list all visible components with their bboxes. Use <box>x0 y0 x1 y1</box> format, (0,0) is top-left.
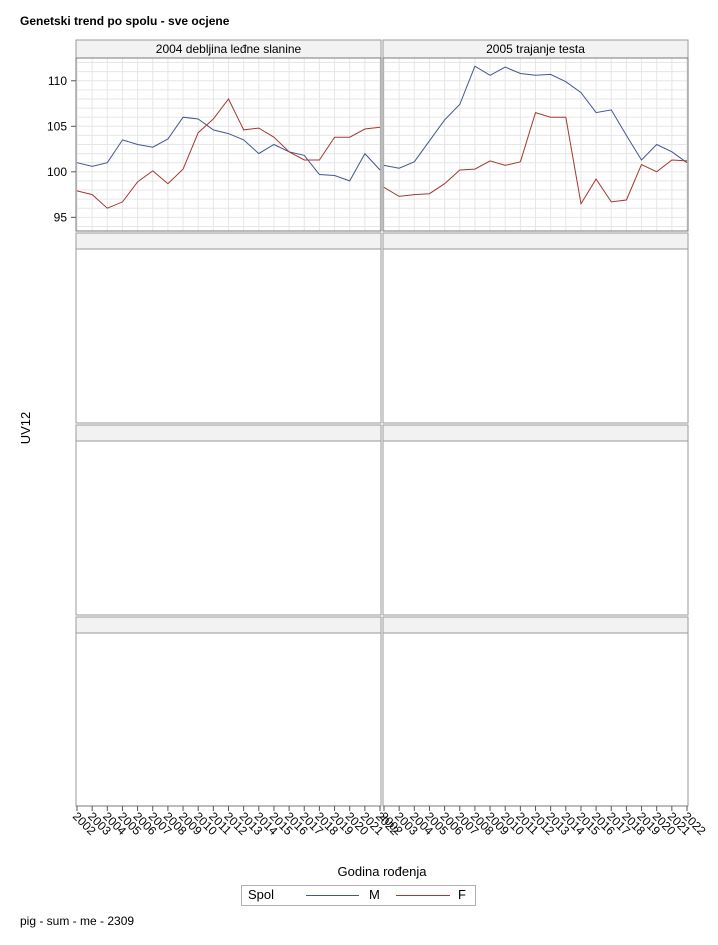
panel-header <box>382 232 689 250</box>
legend-label-f: F <box>458 887 466 902</box>
panel-header <box>382 616 689 634</box>
legend-label-m: M <box>369 887 380 902</box>
legend-swatch-m <box>306 895 359 896</box>
panel-header <box>75 616 382 634</box>
series-line-f <box>76 98 381 209</box>
y-tick-label: 110 <box>48 74 67 88</box>
footnote: pig - sum - me - 2309 <box>20 914 135 928</box>
panel-label: 2005 trajanje testa <box>486 42 585 56</box>
panel-header <box>75 232 382 250</box>
empty-panel <box>382 632 689 807</box>
empty-panel <box>382 248 689 424</box>
series-line-f <box>383 111 688 206</box>
panel-header <box>75 424 382 442</box>
empty-panel <box>75 632 382 807</box>
chart-title: Genetski trend po spolu - sve ocjene <box>20 14 230 28</box>
y-tick-label: 95 <box>54 210 68 224</box>
y-tick-label: 105 <box>47 119 67 133</box>
series-line-m <box>383 65 688 169</box>
plot-frame <box>382 57 689 232</box>
legend: Spol M F <box>241 885 476 906</box>
series-line-m <box>76 116 381 182</box>
y-tick-label: 100 <box>47 165 67 179</box>
legend-swatch-f <box>396 895 450 896</box>
x-axis-title: Godina rođenja <box>338 864 428 879</box>
empty-panel <box>75 248 382 424</box>
panel-header <box>382 424 689 442</box>
panel-label: 2004 debljina leđne slanine <box>156 42 302 56</box>
y-axis-title: UV12 <box>18 412 33 445</box>
legend-title: Spol <box>248 887 275 902</box>
empty-panel <box>75 440 382 616</box>
empty-panel <box>382 440 689 616</box>
plot-frame <box>75 57 382 232</box>
